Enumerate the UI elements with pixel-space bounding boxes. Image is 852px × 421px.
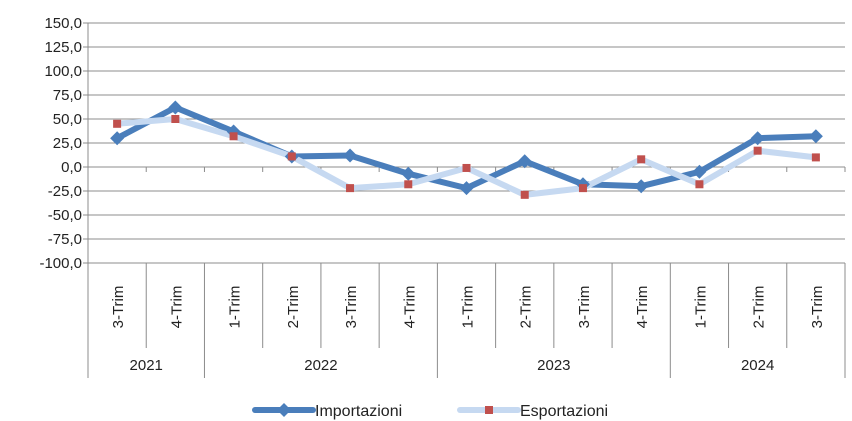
category-label: 2-Trim [518, 286, 535, 329]
category-label: 4-Trim [168, 286, 185, 329]
data-point-esportazioni [753, 146, 762, 155]
category-label: 3-Trim [110, 286, 127, 329]
category-label: 3-Trim [809, 286, 826, 329]
category-label: 3-Trim [576, 286, 593, 329]
data-point-esportazioni [578, 184, 587, 193]
legend-marker [485, 406, 493, 414]
data-point-importazioni [692, 164, 707, 179]
gridlines [88, 22, 845, 264]
data-point-importazioni [459, 181, 474, 196]
year-label: 2024 [741, 357, 774, 374]
y-tick-label: -25,0 [48, 183, 82, 200]
data-point-esportazioni [520, 190, 529, 199]
legend-label: Importazioni [315, 403, 402, 420]
legend: Importazioni Esportazioni [252, 403, 608, 420]
data-point-esportazioni [462, 163, 471, 172]
y-tick-label: 75,0 [53, 87, 82, 104]
y-tick-label: 100,0 [44, 63, 82, 80]
legend-marker [277, 403, 291, 417]
data-point-esportazioni [229, 132, 238, 141]
y-tick-label: -50,0 [48, 207, 82, 224]
category-label: 2-Trim [751, 286, 768, 329]
y-tick-label: -75,0 [48, 231, 82, 248]
data-point-importazioni [110, 131, 125, 146]
category-label: 1-Trim [692, 286, 709, 329]
data-point-esportazioni [637, 155, 646, 164]
y-tick-label: 50,0 [53, 111, 82, 128]
x-axis: 3-Trim 4-Trim 1-Trim 2-Trim 3-Trim 4-Trim 1-Tr… [87, 167, 846, 378]
data-point-importazioni [168, 100, 183, 115]
data-point-esportazioni [346, 184, 355, 193]
data-point-importazioni [343, 148, 358, 163]
year-label: 2022 [304, 357, 337, 374]
category-label: 1-Trim [227, 286, 244, 329]
data-point-esportazioni [404, 180, 413, 189]
data-point-importazioni [808, 129, 823, 144]
year-label: 2023 [537, 357, 570, 374]
series-lines [110, 100, 823, 199]
category-label: 4-Trim [401, 286, 418, 329]
y-tick-label: -100,0 [39, 255, 82, 272]
y-tick-label: 25,0 [53, 135, 82, 152]
data-point-importazioni [750, 131, 765, 146]
data-point-esportazioni [287, 152, 296, 161]
data-point-importazioni [517, 154, 532, 169]
data-point-esportazioni [113, 119, 122, 128]
category-label: 3-Trim [343, 286, 360, 329]
y-tick-label: 125,0 [44, 39, 82, 56]
y-tick-label: 150,0 [44, 15, 82, 32]
category-label: 2-Trim [285, 286, 302, 329]
category-label: 1-Trim [460, 286, 477, 329]
data-point-esportazioni [695, 180, 704, 189]
y-tick-label: 0,0 [61, 159, 82, 176]
data-point-esportazioni [171, 115, 180, 123]
legend-label: Esportazioni [520, 403, 608, 420]
data-point-importazioni [634, 179, 649, 194]
data-point-importazioni [401, 166, 416, 181]
data-point-esportazioni [811, 153, 820, 162]
year-label: 2021 [130, 357, 163, 374]
y-axis: 150,0 125,0 100,0 75,0 50,0 25,0 0,0 -25,0 -50,0… [39, 15, 89, 272]
category-label: 4-Trim [634, 286, 651, 329]
